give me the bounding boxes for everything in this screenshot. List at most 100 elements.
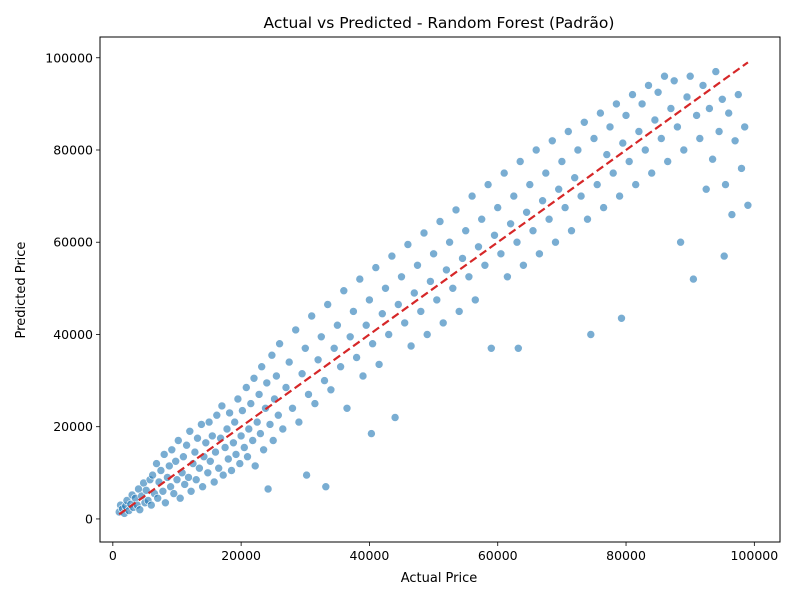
data-point xyxy=(403,240,413,249)
data-point xyxy=(621,111,631,120)
data-point xyxy=(679,145,689,155)
y-tick-label: 0 xyxy=(85,511,93,526)
data-point xyxy=(220,443,230,452)
data-point xyxy=(573,145,583,155)
data-point xyxy=(231,450,241,459)
data-point xyxy=(717,95,727,104)
y-tick-label: 20000 xyxy=(53,419,93,434)
data-point xyxy=(165,461,174,471)
data-point xyxy=(302,470,311,480)
data-point xyxy=(186,486,196,496)
data-point xyxy=(367,429,376,438)
data-point xyxy=(422,330,432,339)
data-point xyxy=(281,383,291,392)
data-point xyxy=(197,420,206,429)
data-point xyxy=(711,67,721,76)
data-point xyxy=(512,237,522,247)
data-point xyxy=(615,191,624,201)
data-point xyxy=(673,122,682,132)
data-point xyxy=(557,157,567,166)
data-point xyxy=(470,295,480,305)
data-point xyxy=(273,410,283,420)
data-point xyxy=(358,371,368,381)
data-point xyxy=(233,394,243,404)
data-point xyxy=(249,373,259,383)
data-point xyxy=(743,201,753,210)
data-point xyxy=(480,260,490,270)
data-point xyxy=(499,168,509,178)
data-point xyxy=(262,378,272,388)
data-point xyxy=(513,343,523,353)
data-point xyxy=(474,242,483,252)
data-point xyxy=(397,272,406,282)
data-point xyxy=(724,108,734,118)
data-point xyxy=(201,438,211,448)
x-axis-label: Actual Price xyxy=(401,571,478,586)
data-point xyxy=(182,440,191,450)
data-point xyxy=(252,417,262,427)
chart-title: Actual vs Predicted - Random Forest (Pad… xyxy=(264,14,615,32)
data-point xyxy=(371,263,381,272)
reference-line xyxy=(118,61,749,516)
data-point xyxy=(676,237,685,247)
data-point xyxy=(225,408,234,418)
data-point xyxy=(208,431,217,441)
data-point xyxy=(156,466,166,475)
data-point xyxy=(268,436,278,445)
data-point xyxy=(656,134,666,143)
data-point xyxy=(313,355,323,365)
data-point xyxy=(644,81,653,90)
data-point xyxy=(153,493,162,503)
data-point xyxy=(538,196,547,205)
data-point xyxy=(618,138,628,148)
data-point xyxy=(203,468,213,478)
data-point xyxy=(692,111,701,120)
data-point xyxy=(377,309,387,319)
x-tick-label: 40000 xyxy=(350,548,390,563)
data-point xyxy=(267,350,277,360)
data-point xyxy=(236,431,246,441)
data-point xyxy=(631,180,641,189)
data-point xyxy=(737,164,746,173)
data-point xyxy=(230,417,239,427)
x-tick-label: 100000 xyxy=(730,548,778,563)
data-point xyxy=(191,475,201,485)
data-point xyxy=(522,208,531,217)
data-point xyxy=(519,260,528,270)
y-tick-label: 40000 xyxy=(53,327,93,342)
data-point xyxy=(355,274,365,284)
data-point xyxy=(323,300,333,309)
data-point xyxy=(135,505,145,515)
x-tick-label: 20000 xyxy=(221,548,261,563)
data-point xyxy=(464,272,474,282)
data-point xyxy=(682,92,692,102)
data-point xyxy=(608,168,618,178)
data-point xyxy=(467,191,477,201)
data-point xyxy=(432,295,442,305)
data-point xyxy=(506,219,515,229)
data-point xyxy=(461,226,471,235)
data-point xyxy=(576,191,586,201)
data-point xyxy=(246,399,256,408)
data-point xyxy=(284,357,294,367)
data-point xyxy=(666,104,676,113)
data-point xyxy=(477,214,487,224)
data-point xyxy=(159,450,169,459)
data-point xyxy=(563,127,573,136)
data-point xyxy=(238,406,247,415)
data-point xyxy=(206,456,215,466)
data-point xyxy=(400,318,410,328)
data-point xyxy=(175,493,185,503)
data-point xyxy=(650,115,660,125)
data-point xyxy=(647,168,657,178)
data-point xyxy=(374,360,384,369)
data-point xyxy=(209,477,219,487)
data-point xyxy=(547,136,557,146)
data-point xyxy=(496,249,506,259)
data-point xyxy=(240,443,249,452)
data-point xyxy=(698,81,708,90)
data-point xyxy=(336,362,345,372)
data-point xyxy=(454,307,464,316)
data-point xyxy=(172,475,182,485)
data-point xyxy=(596,108,605,118)
